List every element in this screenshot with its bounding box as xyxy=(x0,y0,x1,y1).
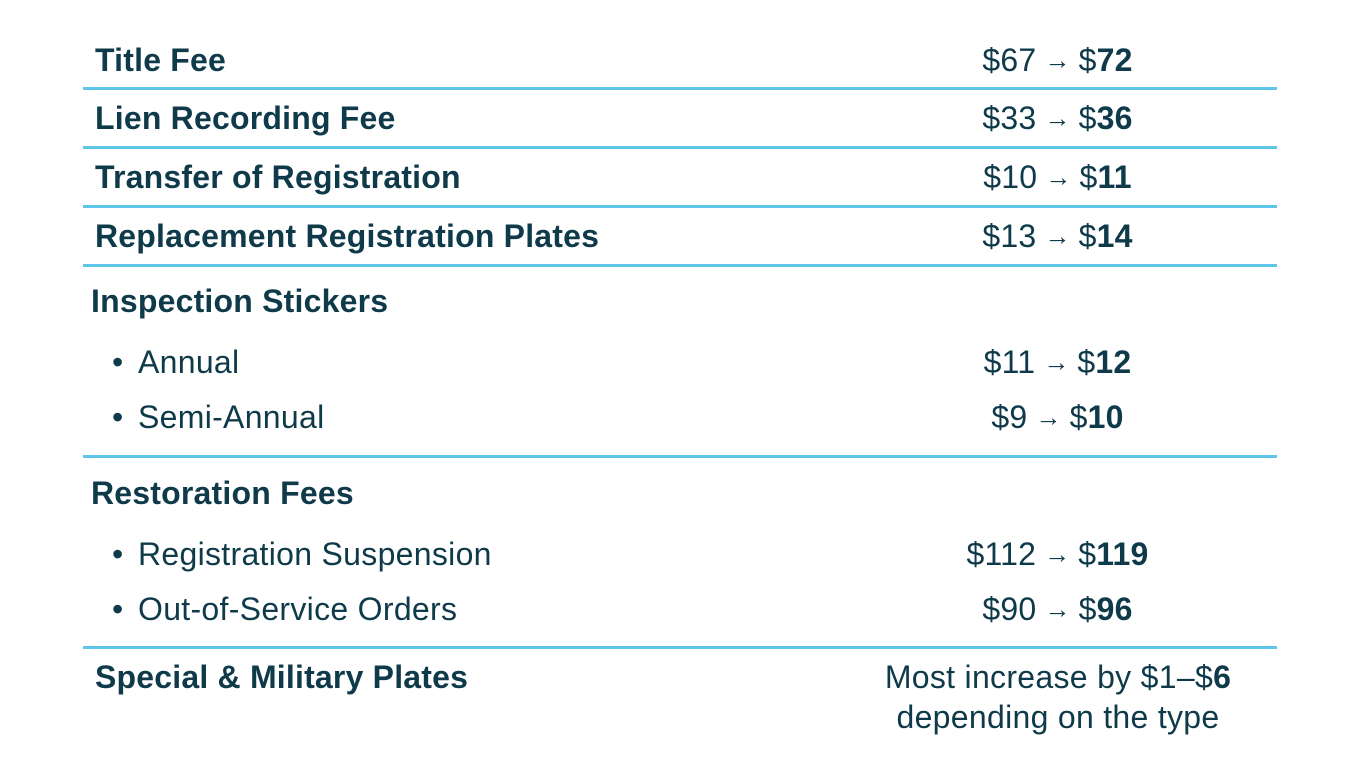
bullet-icon: • xyxy=(112,536,124,572)
section-title-inspection-stickers: Inspection Stickers xyxy=(91,283,389,319)
fee-label-registration-suspension: • Registration Suspension xyxy=(112,538,492,570)
old-fee: $13 xyxy=(982,218,1037,254)
new-fee: 119 xyxy=(1096,536,1149,572)
fee-value-out-of-service: $90 → $96 xyxy=(935,593,1180,625)
fee-label-annual: • Annual xyxy=(112,346,239,378)
new-fee-prefix: $ xyxy=(1077,344,1096,380)
divider xyxy=(83,146,1277,149)
old-fee: $9 xyxy=(991,399,1028,435)
divider xyxy=(83,205,1277,208)
arrow-right-icon: → xyxy=(1043,347,1070,377)
new-fee: 11 xyxy=(1097,159,1132,195)
note-line-1: Most increase by $1–$6 xyxy=(858,657,1258,697)
new-fee-prefix: $ xyxy=(1078,218,1097,254)
sub-label: Semi-Annual xyxy=(138,399,325,435)
fee-label-transfer-registration: Transfer of Registration xyxy=(95,159,461,195)
note-line-2: depending on the type xyxy=(896,699,1220,735)
fee-value-semi-annual: $9 → $10 xyxy=(935,401,1180,433)
fee-value-replacement-plates: $13 → $14 xyxy=(935,220,1180,252)
arrow-right-icon: → xyxy=(1035,402,1062,432)
fee-label-semi-annual: • Semi-Annual xyxy=(112,401,325,433)
fee-label-special-military: Special & Military Plates xyxy=(95,659,469,695)
divider xyxy=(83,646,1277,649)
new-fee: 36 xyxy=(1096,100,1133,136)
divider xyxy=(83,455,1277,458)
section-title-restoration-fees: Restoration Fees xyxy=(91,475,354,511)
arrow-right-icon: → xyxy=(1044,539,1071,569)
fee-value-transfer-registration: $10 → $11 xyxy=(935,161,1180,193)
note-line-1-bold: 6 xyxy=(1213,659,1232,695)
new-fee-prefix: $ xyxy=(1078,536,1097,572)
fee-note-special-military: Most increase by $1–$6 depending on the … xyxy=(858,657,1258,737)
old-fee: $11 xyxy=(983,344,1036,380)
arrow-right-icon: → xyxy=(1044,45,1071,75)
new-fee: 12 xyxy=(1095,344,1132,380)
divider xyxy=(83,264,1277,267)
old-fee: $67 xyxy=(982,42,1037,78)
new-fee: 14 xyxy=(1096,218,1133,254)
new-fee: 96 xyxy=(1096,591,1133,627)
fee-label-lien-recording: Lien Recording Fee xyxy=(95,100,396,136)
arrow-right-icon: → xyxy=(1044,103,1071,133)
bullet-icon: • xyxy=(112,399,124,435)
new-fee-prefix: $ xyxy=(1078,591,1097,627)
fee-value-title: $67 → $72 xyxy=(935,44,1180,76)
new-fee-prefix: $ xyxy=(1078,42,1097,78)
sub-label: Annual xyxy=(138,344,240,380)
new-fee-prefix: $ xyxy=(1079,159,1098,195)
arrow-right-icon: → xyxy=(1044,594,1071,624)
old-fee: $33 xyxy=(982,100,1037,136)
new-fee-prefix: $ xyxy=(1069,399,1088,435)
fee-value-lien-recording: $33 → $36 xyxy=(935,102,1180,134)
sub-label: Out-of-Service Orders xyxy=(138,591,458,627)
old-fee: $90 xyxy=(982,591,1037,627)
new-fee: 10 xyxy=(1087,399,1124,435)
fee-value-registration-suspension: $112 → $119 xyxy=(935,538,1180,570)
bullet-icon: • xyxy=(112,344,124,380)
fee-value-annual: $11 → $12 xyxy=(935,346,1180,378)
new-fee-prefix: $ xyxy=(1078,100,1097,136)
note-line-1-text: Most increase by $1–$ xyxy=(884,659,1214,695)
fee-label-title: Title Fee xyxy=(95,42,227,78)
new-fee: 72 xyxy=(1096,42,1133,78)
fee-label-out-of-service: • Out-of-Service Orders xyxy=(112,593,457,625)
arrow-right-icon: → xyxy=(1044,221,1071,251)
old-fee: $112 xyxy=(966,536,1037,572)
divider xyxy=(83,87,1277,90)
old-fee: $10 xyxy=(983,159,1038,195)
arrow-right-icon: → xyxy=(1045,162,1072,192)
fee-label-replacement-plates: Replacement Registration Plates xyxy=(95,218,600,254)
bullet-icon: • xyxy=(112,591,124,627)
sub-label: Registration Suspension xyxy=(138,536,492,572)
